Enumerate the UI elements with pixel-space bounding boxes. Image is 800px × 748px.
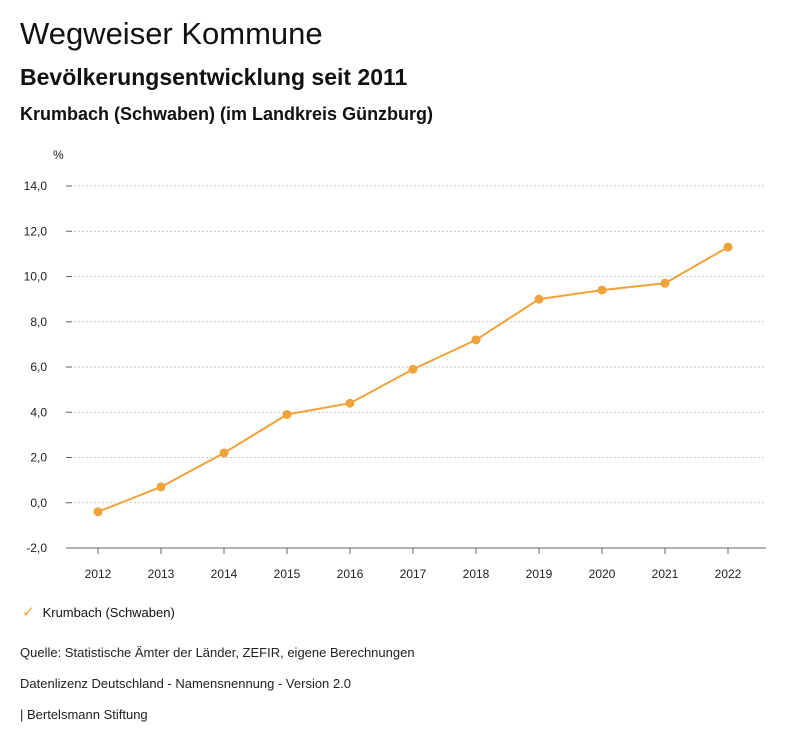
data-point — [345, 398, 355, 408]
brand-note: | Bertelsmann Stiftung — [20, 707, 148, 722]
x-tick-label: 2016 — [337, 567, 364, 581]
axes: % -2,0 0,0 2,0 4,0 6,0 8,0 10,0 12,0 14,0 2012 2013… — [24, 148, 766, 581]
y-tick-label: 12,0 — [24, 224, 48, 238]
data-point — [723, 242, 733, 252]
x-tick-label: 2013 — [148, 567, 175, 581]
y-tick-label: 10,0 — [24, 270, 48, 284]
x-tick-label: 2021 — [652, 567, 679, 581]
y-tick-label: 0,0 — [30, 496, 47, 510]
legend-label: Krumbach (Schwaben) — [42, 605, 175, 620]
x-tick-label: 2020 — [589, 567, 616, 581]
check-icon: ✓ — [22, 604, 35, 621]
source-note: Quelle: Statistische Ämter der Länder, Z… — [20, 645, 415, 660]
series-line — [97, 246, 729, 513]
data-point — [156, 482, 166, 492]
y-axis-unit: % — [53, 148, 64, 162]
y-tick-label: -2,0 — [26, 541, 47, 555]
legend[interactable]: ✓ Krumbach (Schwaben) — [22, 605, 175, 620]
data-point — [282, 410, 292, 420]
data-point — [597, 285, 607, 295]
license-note: Datenlizenz Deutschland - Namensnennung … — [20, 676, 351, 691]
y-tick-label: 8,0 — [30, 315, 47, 329]
x-tick-label: 2012 — [85, 567, 112, 581]
data-point — [219, 448, 229, 458]
data-point — [660, 278, 670, 288]
y-tick-label: 2,0 — [30, 451, 47, 465]
y-tick-label: 4,0 — [30, 405, 47, 419]
line-chart: % -2,0 0,0 2,0 4,0 6,0 8,0 10,0 12,0 14,0 2012 2013… — [24, 148, 766, 581]
x-tick-label: 2022 — [715, 567, 742, 581]
region-label: Krumbach (Schwaben) (im Landkreis Günzbu… — [20, 104, 434, 124]
data-point — [471, 335, 481, 345]
page-title: Wegweiser Kommune — [20, 16, 323, 51]
data-point — [93, 507, 103, 517]
x-tick-label: 2014 — [211, 567, 238, 581]
x-tick-label: 2018 — [463, 567, 490, 581]
x-tick-label: 2019 — [526, 567, 553, 581]
data-point — [408, 364, 418, 374]
y-tick-label: 6,0 — [30, 360, 47, 374]
data-point — [534, 294, 544, 304]
x-tick-label: 2015 — [274, 567, 301, 581]
chart-subtitle: Bevölkerungsentwicklung seit 2011 — [20, 64, 408, 90]
y-tick-label: 14,0 — [24, 179, 48, 193]
series-krumbach — [93, 242, 733, 517]
x-tick-label: 2017 — [400, 567, 427, 581]
